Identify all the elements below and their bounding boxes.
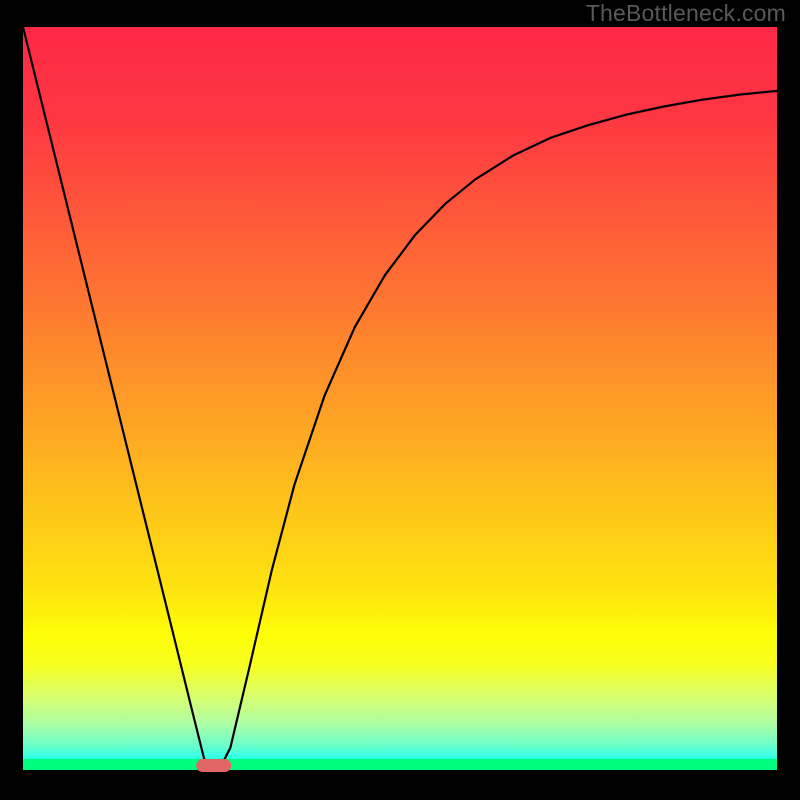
plot-area: [23, 27, 777, 772]
green-band: [23, 759, 777, 770]
chart-frame: TheBottleneck.com: [0, 0, 800, 800]
trough-marker: [197, 760, 231, 772]
watermark-text: TheBottleneck.com: [586, 0, 786, 27]
gradient-background: [23, 27, 777, 770]
bottleneck-plot: [0, 0, 800, 800]
